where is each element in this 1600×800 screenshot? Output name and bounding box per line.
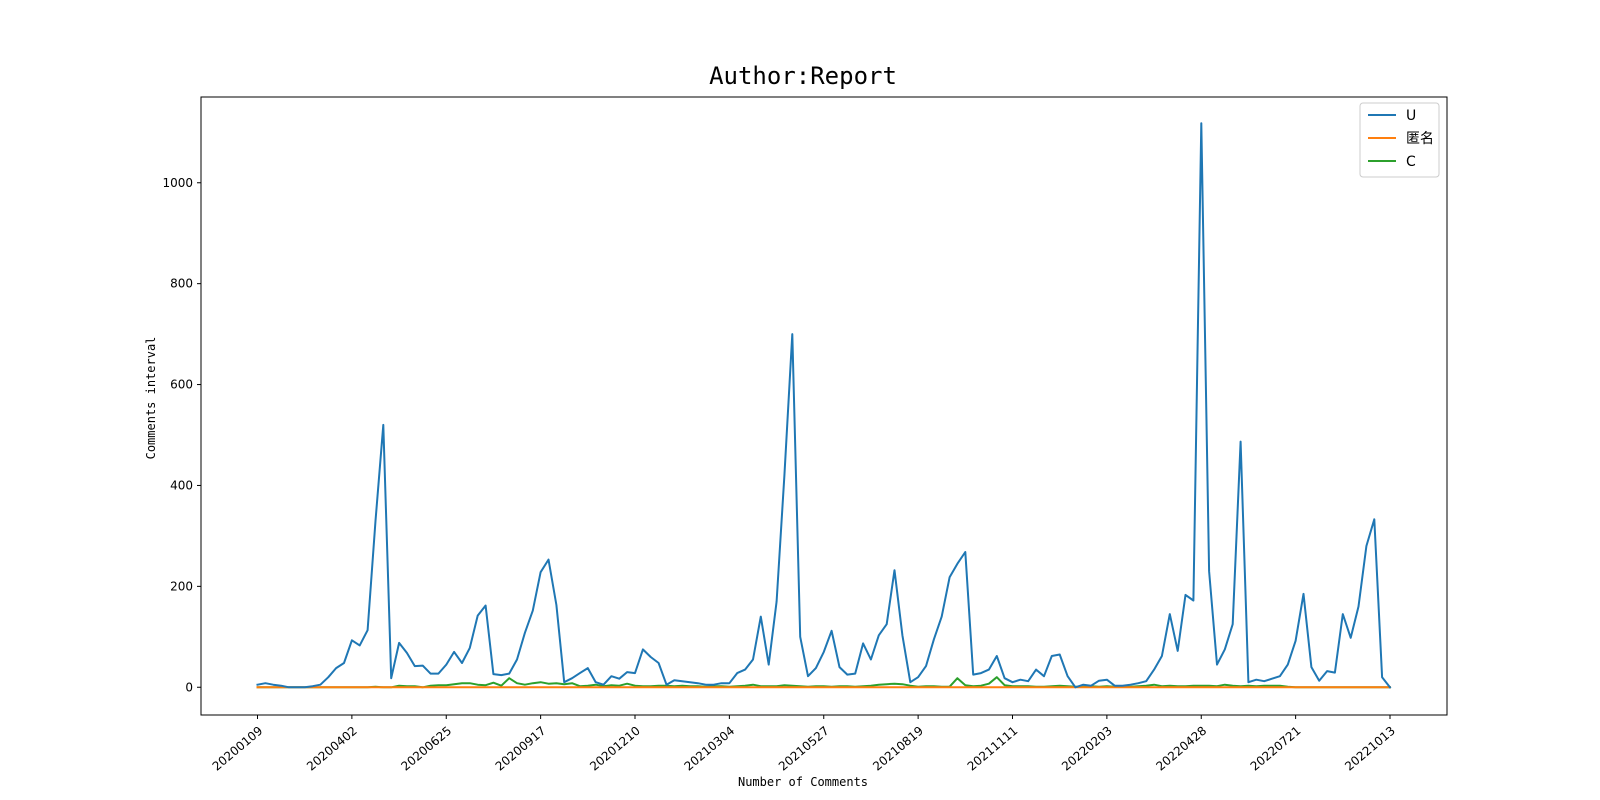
x-tick-label: 20220203 <box>1059 724 1115 774</box>
y-tick-label: 200 <box>170 579 193 593</box>
x-tick-label: 20220428 <box>1153 724 1209 774</box>
y-axis-label: Comments interval <box>144 337 158 460</box>
y-tick-label: 0 <box>185 680 193 694</box>
x-tick-label: 20210819 <box>870 724 926 774</box>
x-tick-label: 20210527 <box>776 724 832 774</box>
x-tick-label: 20200917 <box>493 724 549 774</box>
x-tick-label: 20210304 <box>682 724 738 774</box>
series-line-1 <box>256 122 1392 689</box>
x-tick-label: 20221013 <box>1342 724 1398 774</box>
legend-label: C <box>1406 154 1416 170</box>
x-tick-label: 20200109 <box>210 724 266 774</box>
plot-frame <box>200 96 1448 716</box>
x-tick-label: 20200625 <box>398 724 454 774</box>
x-tick-label: 20220721 <box>1248 724 1304 774</box>
y-tick-label: 600 <box>170 378 193 392</box>
chart-title: Author:Report <box>709 62 897 90</box>
y-tick-label: 400 <box>170 478 193 492</box>
legend: U 匿名 C <box>1359 102 1440 178</box>
series-line-3 <box>256 676 1391 689</box>
y-tick-label: 800 <box>170 277 193 291</box>
legend-box <box>1359 102 1440 178</box>
x-tick-label: 20201210 <box>587 724 643 774</box>
legend-label: U <box>1406 108 1416 124</box>
x-tick-label: 20211111 <box>965 724 1021 774</box>
legend-label: 匿名 <box>1406 131 1434 147</box>
x-tick-label: 20200402 <box>304 724 360 774</box>
plot-area <box>256 122 1392 689</box>
x-axis-label: Number of Comments <box>738 775 868 789</box>
axes: 0 200 400 600 800 1000 20200109 20200402 2020062… <box>162 176 1397 774</box>
y-tick-label: 1000 <box>162 176 193 190</box>
